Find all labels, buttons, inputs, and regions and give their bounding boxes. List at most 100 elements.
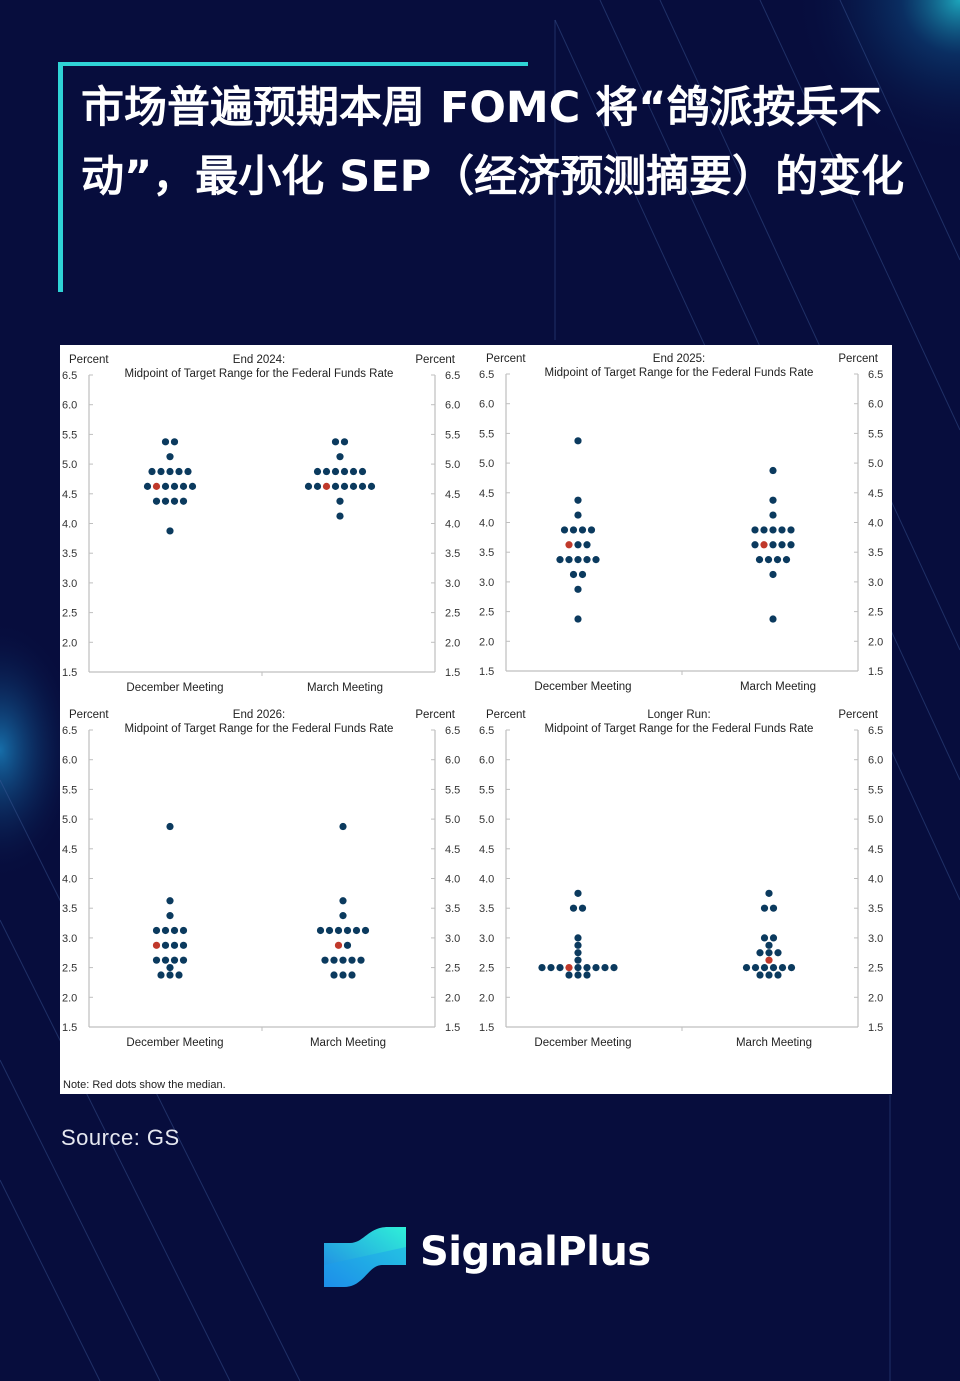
y-tick-label-right: 5.5	[868, 428, 883, 440]
participant-dot	[340, 467, 349, 476]
median-dot	[152, 482, 161, 490]
participant-dot	[583, 556, 591, 564]
y-tick-label-right: 5.0	[445, 814, 460, 826]
participant-dot	[336, 453, 344, 461]
participant-dot	[778, 964, 787, 972]
participant-dot	[756, 971, 764, 979]
participant-dot	[148, 467, 156, 476]
median-dot	[565, 964, 573, 972]
y-tick-label-left: 6.0	[62, 755, 77, 767]
signalplus-logo-icon	[324, 1227, 406, 1287]
participant-dot	[321, 956, 329, 964]
y-tick-label-left: 2.5	[62, 608, 77, 620]
participant-dot	[769, 934, 778, 942]
participant-dot	[166, 822, 174, 831]
participant-dot	[773, 556, 782, 564]
participant-dot	[348, 971, 356, 979]
participant-dot	[152, 956, 161, 964]
participant-dot	[556, 556, 564, 564]
participant-dot	[578, 904, 587, 912]
participant-dot	[161, 482, 170, 490]
y-tick-label-right: 2.0	[868, 992, 883, 1004]
y-axis-label-right: Percent	[838, 709, 878, 721]
y-tick-label-right: 6.0	[868, 399, 883, 411]
y-tick-label-left: 6.5	[62, 725, 77, 737]
participant-dot	[357, 956, 365, 964]
y-tick-label-left: 4.5	[62, 844, 77, 856]
participant-dot	[157, 971, 165, 979]
participant-dot	[331, 467, 340, 476]
participant-dot	[361, 926, 370, 935]
participant-dot	[574, 949, 582, 957]
y-tick-label-left: 5.5	[479, 784, 494, 796]
participant-dot	[358, 482, 367, 490]
y-tick-label-left: 6.0	[479, 755, 494, 767]
y-tick-label-left: 1.5	[479, 1022, 494, 1034]
participant-dot	[161, 497, 170, 505]
median-dot	[760, 541, 768, 549]
panel-title: End 2025:	[653, 353, 705, 365]
category-label: March Meeting	[736, 1037, 812, 1049]
participant-dot	[166, 467, 174, 476]
panel-subtitle: Midpoint of Target Range for the Federal…	[545, 723, 814, 735]
participant-dot	[184, 467, 192, 476]
participant-dot	[755, 556, 764, 564]
y-tick-label-right: 5.5	[868, 784, 883, 796]
y-tick-label-right: 2.5	[868, 607, 883, 619]
category-label: December Meeting	[534, 681, 631, 693]
y-tick-label-right: 3.0	[868, 577, 883, 589]
y-tick-label-right: 5.0	[868, 458, 883, 470]
participant-dot	[574, 934, 582, 942]
participant-dot	[367, 482, 376, 490]
participant-dot	[574, 971, 582, 979]
y-tick-label-left: 6.0	[62, 400, 77, 412]
participant-dot	[304, 482, 313, 490]
participant-dot	[769, 541, 777, 549]
participant-dot	[583, 541, 591, 549]
participant-dot	[340, 482, 349, 490]
y-tick-label-left: 5.0	[62, 814, 77, 826]
participant-dot	[574, 956, 582, 964]
y-tick-label-right: 2.0	[445, 637, 460, 649]
y-tick-label-left: 2.0	[479, 636, 494, 648]
participant-dot	[161, 926, 170, 935]
participant-dot	[179, 482, 188, 490]
y-axis-label-right: Percent	[838, 353, 878, 365]
participant-dot	[143, 482, 152, 490]
y-tick-label-right: 1.5	[868, 666, 883, 678]
participant-dot	[152, 497, 161, 505]
y-tick-label-right: 6.0	[445, 400, 460, 412]
dot-plot-svg: 6.5 6.5 6.0 6.0 5.5 5.5 5.0 5.0 4.5 4.5 4.0 4.0 3.5 3…	[62, 353, 883, 1049]
participant-dot	[592, 556, 600, 564]
panel-title: End 2026:	[233, 709, 285, 721]
brand-logo: SignalPlus	[322, 1225, 652, 1295]
participant-dot	[170, 482, 179, 490]
y-tick-label-left: 1.5	[62, 667, 77, 679]
panel-title: Longer Run:	[647, 709, 710, 721]
y-tick-label-right: 3.5	[445, 903, 460, 915]
y-tick-label-right: 5.5	[445, 429, 460, 441]
participant-dot	[778, 541, 786, 549]
participant-dot	[787, 526, 795, 534]
title-accent-line	[58, 62, 528, 66]
participant-dot	[574, 511, 582, 519]
participant-dot	[560, 526, 569, 534]
y-axis-label-left: Percent	[69, 354, 109, 366]
participant-dot	[179, 926, 188, 935]
participant-dot	[764, 556, 773, 564]
y-tick-label-right: 6.0	[868, 755, 883, 767]
y-tick-label-left: 5.0	[62, 459, 77, 471]
participant-dot	[179, 497, 188, 505]
y-tick-label-right: 6.5	[868, 369, 883, 381]
participant-dot	[547, 964, 555, 972]
participant-dot	[774, 971, 782, 979]
participant-dot	[152, 926, 161, 935]
median-dot	[334, 941, 343, 949]
panel-subtitle: Midpoint of Target Range for the Federal…	[125, 368, 394, 380]
median-dot	[152, 941, 161, 949]
participant-dot	[760, 526, 768, 534]
panel-subtitle: Midpoint of Target Range for the Federal…	[125, 723, 394, 735]
participant-dot	[765, 949, 773, 957]
page-title: 市场普遍预期本周 FOMC 将“鸽派按兵不动”，最小化 SEP（经济预测摘要）的…	[81, 83, 905, 202]
y-tick-label-left: 2.0	[62, 992, 77, 1004]
